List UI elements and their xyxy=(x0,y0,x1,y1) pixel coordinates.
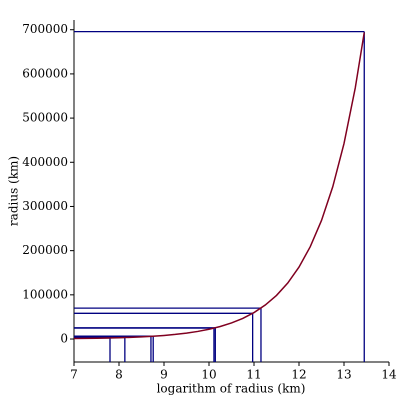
x-tick-label: 10 xyxy=(201,368,216,382)
y-tick-label: 300000 xyxy=(22,199,68,213)
y-tick-label: 700000 xyxy=(22,22,68,36)
y-tick-label: 500000 xyxy=(22,111,68,125)
y-tick-label: 100000 xyxy=(22,287,68,301)
x-tick-label: 12 xyxy=(291,368,306,382)
x-tick-label: 7 xyxy=(70,368,78,382)
x-tick-label: 9 xyxy=(160,368,168,382)
x-tick-label: 13 xyxy=(336,368,351,382)
y-tick-label: 200000 xyxy=(22,243,68,257)
y-tick-label: 600000 xyxy=(22,66,68,80)
x-tick-label: 14 xyxy=(381,368,397,382)
curve xyxy=(73,32,365,340)
y-axis-label: radius (km) xyxy=(7,156,21,226)
y-tick-label: 400000 xyxy=(22,155,68,169)
y-tick-label: 0 xyxy=(60,332,68,346)
x-tick-label: 11 xyxy=(246,368,261,382)
x-axis-label: logarithm of radius (km) xyxy=(157,382,306,396)
x-tick-label: 8 xyxy=(115,368,123,382)
